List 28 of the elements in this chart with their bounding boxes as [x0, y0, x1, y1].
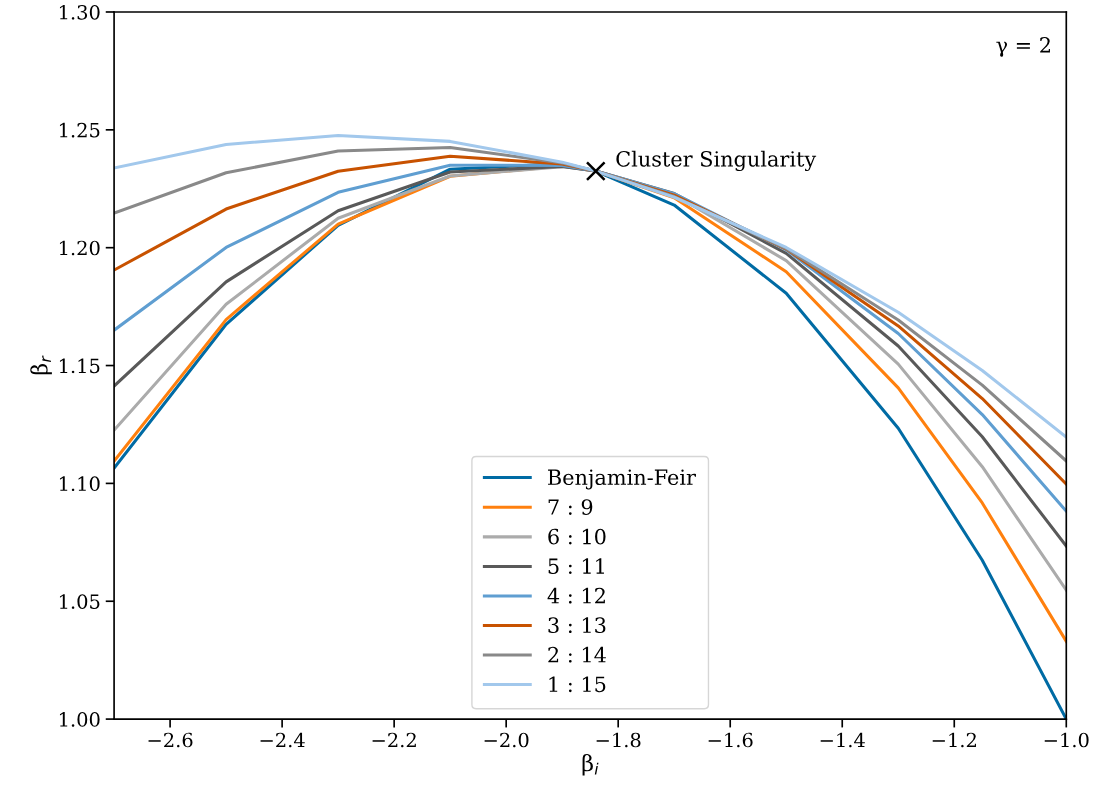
- legend-label: 5 : 11: [548, 558, 604, 574]
- x-axis-title: β$_{i}$: [582, 753, 599, 776]
- legend-label: 3 : 13: [548, 617, 606, 634]
- x-tick-label: −2.2: [372, 732, 416, 748]
- legend-label: 7 : 9: [548, 499, 593, 515]
- annotation: Cluster Singularity: [616, 150, 817, 172]
- legend-label: 1 : 15: [549, 676, 606, 693]
- x-tick-label: −1.6: [708, 732, 753, 748]
- x-tick-label: −2.0: [484, 732, 529, 748]
- y-tick-label: 1.15: [59, 358, 100, 374]
- x-tick-label: −2.6: [148, 732, 193, 748]
- y-tick-label: 1.20: [59, 240, 100, 256]
- x-tick-label: −2.4: [260, 732, 305, 748]
- y-tick-label: 1.30: [59, 4, 100, 20]
- x-tick-label: −1.0: [1044, 732, 1089, 748]
- y-tick-label: 1.25: [59, 122, 100, 138]
- legend-label: 6 : 10: [548, 528, 606, 545]
- x-tick-label: −1.4: [820, 732, 865, 748]
- legend-label: 2 : 14: [548, 646, 606, 663]
- y-tick-label: 1.00: [59, 712, 100, 727]
- annotation: γ = 2: [996, 37, 1050, 57]
- x-tick-label: −1.2: [932, 732, 976, 748]
- x-tick-label: −1.8: [596, 732, 641, 748]
- y-axis-title: β$_{r}$: [30, 355, 52, 375]
- y-tick-label: 1.10: [59, 476, 100, 492]
- legend-label: 4 : 12: [547, 587, 605, 604]
- legend-label: Benjamin-Feir: [548, 469, 696, 490]
- y-tick-label: 1.05: [59, 594, 100, 609]
